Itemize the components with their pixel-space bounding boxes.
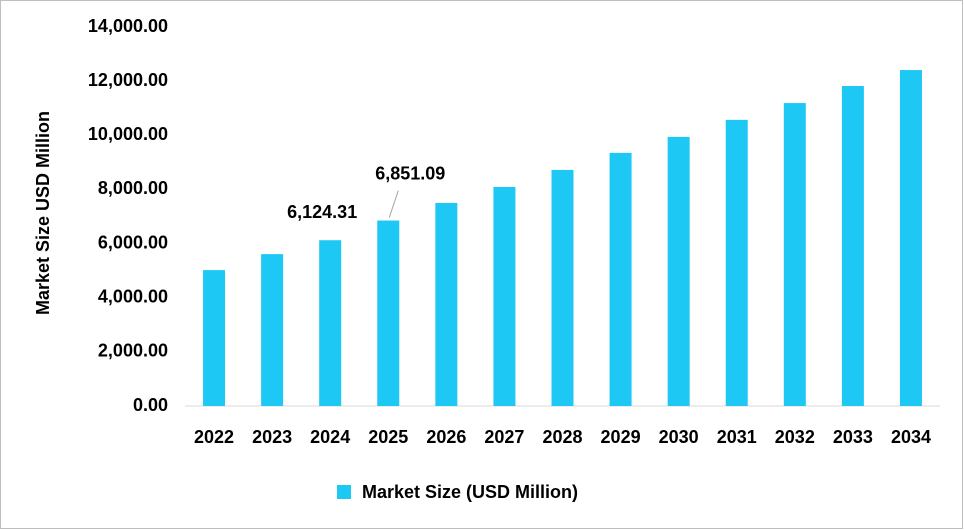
data-label: 6,851.09 bbox=[375, 163, 445, 183]
y-tick-label: 0.00 bbox=[133, 395, 168, 415]
y-tick-label: 14,000.00 bbox=[88, 16, 168, 36]
bar bbox=[319, 240, 342, 406]
y-tick-label: 8,000.00 bbox=[98, 178, 168, 198]
y-tick-label: 4,000.00 bbox=[98, 286, 168, 306]
x-tick-label: 2034 bbox=[891, 427, 931, 447]
leader-line bbox=[388, 190, 399, 218]
bar bbox=[725, 119, 748, 406]
bar bbox=[899, 70, 922, 406]
x-tick-label: 2022 bbox=[194, 427, 234, 447]
x-tick-label: 2026 bbox=[426, 427, 466, 447]
data-label: 6,124.31 bbox=[287, 202, 357, 222]
y-tick-label: 12,000.00 bbox=[88, 70, 168, 90]
x-tick-label: 2024 bbox=[310, 427, 350, 447]
x-tick-label: 2028 bbox=[542, 427, 582, 447]
bar bbox=[203, 270, 226, 406]
x-tick-label: 2023 bbox=[252, 427, 292, 447]
bar bbox=[435, 202, 458, 406]
bar bbox=[377, 220, 400, 406]
bar bbox=[493, 186, 516, 406]
y-tick-label: 10,000.00 bbox=[88, 124, 168, 144]
bar bbox=[783, 103, 806, 407]
y-tick-label: 2,000.00 bbox=[98, 341, 168, 361]
bar bbox=[551, 169, 574, 406]
bar bbox=[841, 86, 864, 406]
x-tick-label: 2031 bbox=[717, 427, 757, 447]
x-tick-label: 2032 bbox=[775, 427, 815, 447]
x-tick-label: 2030 bbox=[659, 427, 699, 447]
y-tick-label: 6,000.00 bbox=[98, 232, 168, 252]
x-tick-label: 2033 bbox=[833, 427, 873, 447]
bar bbox=[667, 136, 690, 406]
y-axis-title: Market Size USD Million bbox=[33, 111, 53, 315]
legend-label: Market Size (USD Million) bbox=[362, 482, 578, 502]
x-tick-label: 2025 bbox=[368, 427, 408, 447]
bar bbox=[609, 152, 632, 406]
x-tick-label: 2029 bbox=[601, 427, 641, 447]
legend-swatch bbox=[337, 485, 351, 499]
bar bbox=[261, 254, 284, 406]
x-tick-label: 2027 bbox=[484, 427, 524, 447]
